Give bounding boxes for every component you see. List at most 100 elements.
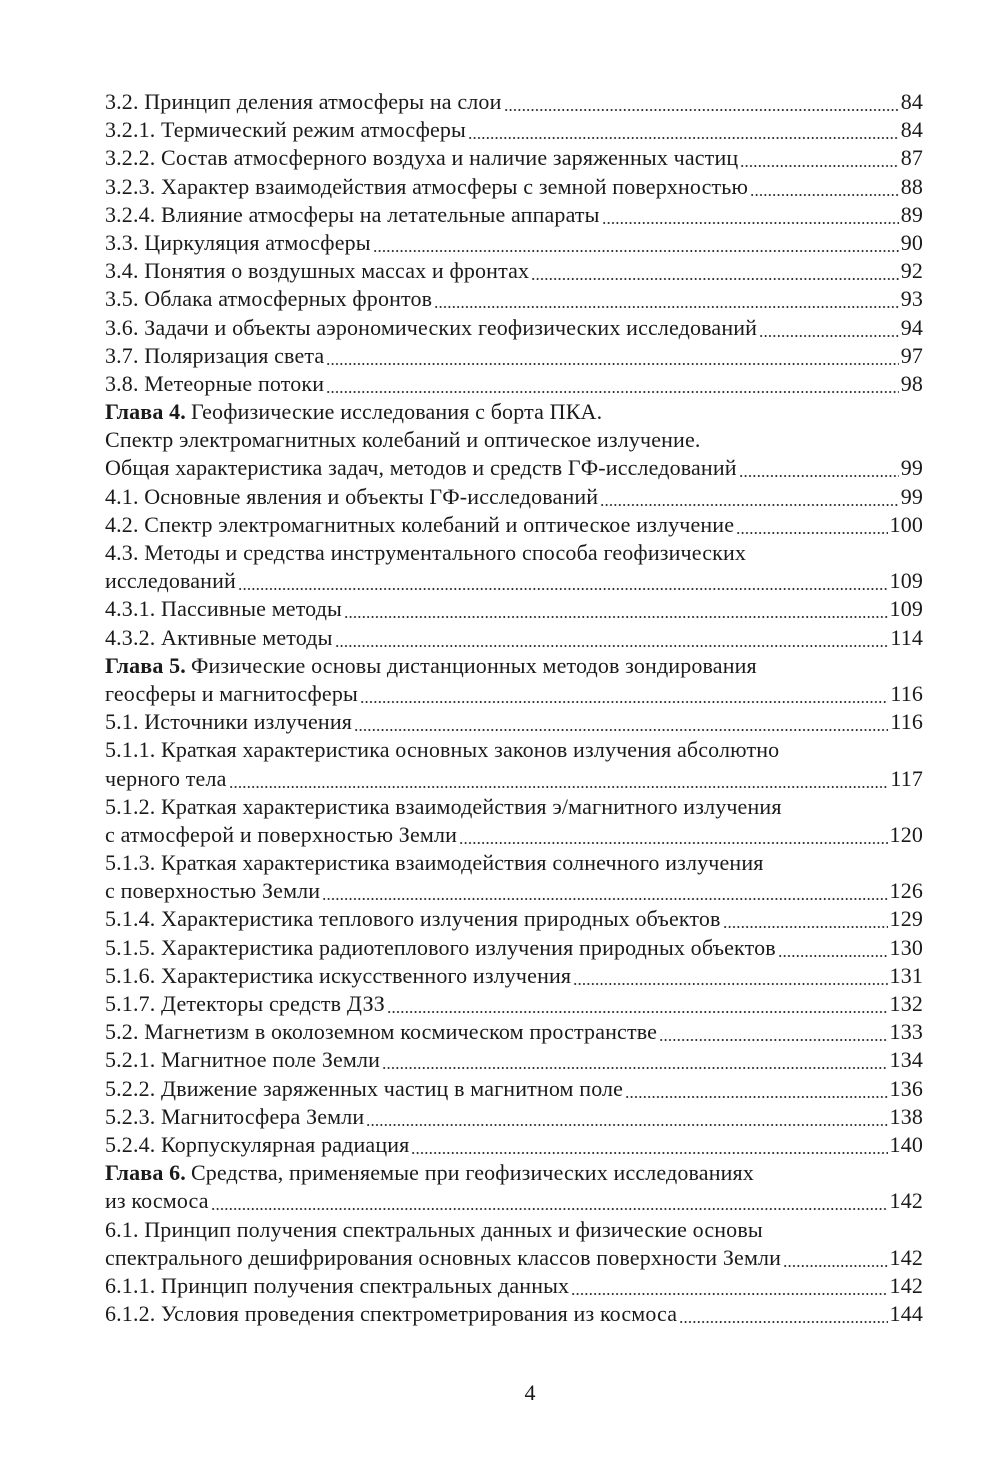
- toc-line: с поверхностью Земли 126: [105, 877, 923, 906]
- toc-page-number: 144: [889, 1301, 923, 1327]
- toc-entry: 3.2.2. Состав атмосферного воздуха и нал…: [105, 144, 923, 173]
- toc-title: 3.4. Понятия о воздушных массах и фронта…: [105, 258, 530, 284]
- leader-dots: [467, 116, 899, 145]
- toc-title: 4.1. Основные явления и объекты ГФ-иссле…: [105, 483, 599, 509]
- toc-title: 5.1.7. Детекторы средств ДЗЗ: [105, 991, 385, 1016]
- toc-entry: 4.3.2. Активные методы 114: [105, 623, 923, 652]
- toc-page-number: 114: [890, 624, 923, 650]
- toc-line: 3.2.3. Характер взаимодействия атмосферы…: [105, 172, 923, 201]
- toc-title: 6.1.2. Условия проведения спектрометриро…: [105, 1301, 678, 1327]
- toc-page-number: 99: [900, 455, 923, 481]
- toc-page-number: 116: [890, 680, 923, 706]
- toc-title: 3.5. Облака атмосферных фронтов: [105, 286, 433, 312]
- toc-title: 3.8. Метеорные потоки: [105, 370, 325, 396]
- toc-page-number: 140: [889, 1131, 923, 1157]
- toc-line: 3.7. Поляризация света 97: [105, 341, 923, 370]
- toc-line: 6.1.2. Условия проведения спектрометриро…: [105, 1300, 923, 1329]
- toc-page-number: 117: [890, 765, 923, 791]
- leader-dots: [659, 1018, 888, 1047]
- leader-dots: [372, 228, 899, 258]
- table-of-contents: 3.2. Принцип деления атмосферы на слои 84…: [105, 88, 923, 1329]
- toc-line: спектрального дешифрирования основных кл…: [105, 1243, 923, 1272]
- toc-title: Геофизические исследования с борта ПКА.: [190, 399, 603, 425]
- toc-entry: 5.1.2. Краткая характеристика взаимодейс…: [105, 793, 923, 850]
- toc-page-number: 116: [890, 709, 923, 735]
- toc-entry: 3.3. Циркуляция атмосферы 90: [105, 228, 923, 258]
- toc-title: спектрального дешифрирования основных кл…: [105, 1244, 782, 1270]
- leader-dots: [386, 990, 888, 1019]
- leader-dots: [237, 567, 888, 596]
- toc-title: Средства, применяемые при геофизических …: [190, 1160, 754, 1186]
- toc-line: 3.5. Облака атмосферных фронтов 93: [105, 285, 923, 314]
- toc-title: Общая характеристика задач, методов и ср…: [105, 455, 737, 481]
- toc-line: 4.2. Спектр электромагнитных колебаний и…: [105, 510, 923, 539]
- toc-line: 5.1. Источники излучения 116: [105, 708, 923, 737]
- toc-entry: 3.6. Задачи и объекты аэрономических гео…: [105, 313, 923, 342]
- toc-entry: 3.7. Поляризация света 97: [105, 341, 923, 370]
- toc-line: 4.3.2. Активные методы 114: [105, 623, 923, 652]
- toc-line: 3.3. Циркуляция атмосферы 90: [105, 228, 923, 258]
- toc-line: 5.2.3. Магнитосфера Земли 138: [105, 1102, 923, 1131]
- toc-line: 5.2.1. Магнитное поле Земли 134: [105, 1046, 923, 1075]
- toc-entry: 3.5. Облака атмосферных фронтов 93: [105, 285, 923, 314]
- toc-entry: 3.2.1. Термический режим атмосферы 84: [105, 116, 923, 145]
- chapter-label: Глава 5.: [105, 652, 186, 678]
- toc-entry: 5.2.2. Движение заряженных частиц в магн…: [105, 1074, 923, 1103]
- toc-title: 6.1.1. Принцип получения спектральных да…: [105, 1272, 570, 1298]
- leader-dots: [777, 933, 888, 962]
- toc-line: 3.2.2. Состав атмосферного воздуха и нал…: [105, 144, 923, 173]
- leader-dots: [228, 764, 889, 793]
- toc-title: 5.2. Магнетизм в околоземном космическом…: [105, 1019, 658, 1045]
- leader-dots: [601, 200, 899, 229]
- toc-title: 3.2.3. Характер взаимодействия атмосферы…: [105, 173, 749, 199]
- toc-line: 5.1.3. Краткая характеристика взаимодейс…: [105, 849, 923, 877]
- toc-title: 5.2.4. Корпускулярная радиация: [105, 1131, 410, 1157]
- toc-page-number: 120: [889, 821, 923, 847]
- leader-dots: [343, 595, 888, 624]
- toc-line: Общая характеристика задач, методов и ср…: [105, 454, 923, 483]
- leader-dots: [722, 905, 888, 934]
- toc-title: 5.2.2. Движение заряженных частиц в магн…: [105, 1075, 624, 1101]
- toc-title: 3.2.2. Состав атмосферного воздуха и нал…: [105, 145, 739, 171]
- toc-page-number: 142: [889, 1272, 923, 1298]
- toc-entry: 3.2.4. Влияние атмосферы на летательные …: [105, 200, 923, 229]
- toc-entry: 5.1.1. Краткая характеристика основных з…: [105, 736, 923, 793]
- toc-line: 4.3.1. Пассивные методы 109: [105, 595, 923, 624]
- toc-entry: 5.1. Источники излучения 116: [105, 708, 923, 737]
- toc-line: геосферы и магнитосферы 116: [105, 679, 923, 709]
- toc-line: Глава 4. Геофизические исследования с бор…: [105, 398, 923, 426]
- toc-line: 4.3. Методы и средства инструментального…: [105, 539, 923, 567]
- toc-title: Физические основы дистанционных методов …: [190, 652, 757, 678]
- leader-dots: [382, 1046, 888, 1075]
- toc-line: с атмосферой и поверхностью Земли 120: [105, 820, 923, 850]
- toc-page-number: 130: [889, 934, 923, 960]
- toc-chapter-entry: Глава 5. Физические основы дистанционных …: [105, 652, 923, 709]
- toc-title: 5.2.3. Магнитосфера Земли: [105, 1103, 365, 1129]
- toc-title: с поверхностью Земли: [105, 878, 321, 904]
- toc-page-number: 142: [889, 1188, 923, 1214]
- toc-line: 5.1.5. Характеристика радиотеплового изл…: [105, 933, 923, 962]
- toc-entry: 5.1.3. Краткая характеристика взаимодейс…: [105, 849, 923, 906]
- toc-entry: 5.1.4. Характеристика теплового излучени…: [105, 905, 923, 934]
- leader-dots: [210, 1187, 888, 1216]
- toc-page-number: 134: [889, 1047, 923, 1073]
- toc-line: 3.2. Принцип деления атмосферы на слои 84: [105, 88, 923, 117]
- toc-title: 5.1. Источники излучения: [105, 709, 353, 735]
- leader-dots: [531, 257, 899, 286]
- toc-line: 5.2.4. Корпускулярная радиация 140: [105, 1130, 923, 1160]
- toc-title: 4.3.2. Активные методы: [105, 624, 333, 650]
- toc-page-number: 109: [889, 568, 923, 594]
- toc-line: 5.2.2. Движение заряженных частиц в магн…: [105, 1074, 923, 1103]
- toc-title: 3.3. Циркуляция атмосферы: [105, 229, 371, 255]
- toc-title: 3.2.4. Влияние атмосферы на летательные …: [105, 201, 600, 227]
- toc-title: 3.6. Задачи и объекты аэрономических гео…: [105, 314, 758, 340]
- toc-title: 4.2. Спектр электромагнитных колебаний и…: [105, 511, 735, 537]
- toc-page-number: 129: [889, 906, 923, 932]
- toc-title: 4.3. Методы и средства инструментального…: [105, 540, 747, 565]
- toc-page-number: 94: [900, 314, 923, 340]
- toc-title: 5.1.5. Характеристика радиотеплового изл…: [105, 934, 776, 960]
- toc-entry: 5.1.6. Характеристика искусственного изл…: [105, 961, 923, 990]
- toc-line: 3.8. Метеорные потоки 98: [105, 369, 923, 399]
- toc-title: геосферы и магнитосферы: [105, 680, 358, 706]
- toc-title: 5.2.1. Магнитное поле Земли: [105, 1047, 381, 1073]
